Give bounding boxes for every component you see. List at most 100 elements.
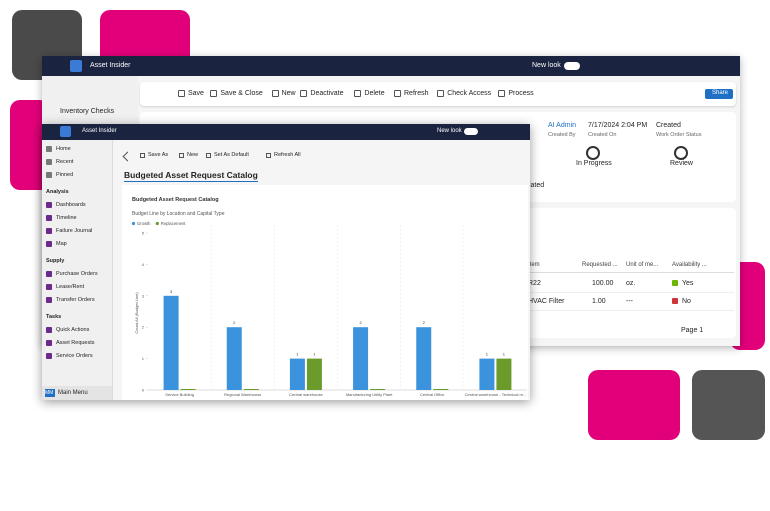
toolbar-button[interactable]: Set As Default (214, 152, 249, 158)
stage-dot[interactable] (674, 146, 688, 160)
cell: Yes (682, 280, 694, 287)
toolbar-button[interactable]: Check Access (447, 90, 492, 97)
nav-icon (46, 172, 52, 178)
nav-item[interactable]: Timeline (56, 215, 77, 221)
app-name: Asset Insider (90, 62, 131, 69)
nav-item[interactable]: Failure Journal (56, 228, 93, 234)
nav-item[interactable]: Recent (56, 159, 74, 165)
related-tab[interactable]: Related (520, 182, 545, 189)
bar (226, 327, 242, 390)
data-label: 2 (233, 320, 236, 325)
toolbar-icon (266, 153, 271, 158)
status-icon (672, 280, 678, 286)
logo (60, 126, 71, 137)
share-button[interactable] (705, 89, 733, 99)
column-header[interactable]: Unit of me... (626, 262, 659, 268)
area-switcher[interactable]: MM Main Menu (42, 386, 112, 400)
nav-icon (46, 327, 52, 333)
data-label: 1 (313, 352, 316, 357)
toolbar-button[interactable]: Refresh (404, 90, 429, 97)
bar (416, 327, 432, 390)
nav-pane: MM Main Menu Home Recent Pinned Analysis Das… (42, 140, 113, 400)
nav-item[interactable]: Pinned (56, 172, 74, 178)
stage-dot[interactable] (586, 146, 600, 160)
new-look: New look (437, 128, 462, 134)
nav-item[interactable]: Dashboards (56, 202, 86, 208)
header-rule (524, 272, 734, 273)
top-bar: Asset Insider New look (42, 124, 530, 140)
nav-item[interactable]: Home (56, 146, 71, 152)
x-tick-label: Central warehouse (289, 392, 323, 397)
command-bar: Save As New Set As Default Refresh All (118, 148, 528, 164)
owner[interactable]: AI Admin (548, 122, 577, 129)
area-name: Main Menu (58, 390, 88, 396)
row-rule (524, 292, 734, 293)
x-tick-label: Central Office (420, 392, 445, 397)
toolbar-icon (210, 90, 218, 97)
toolbar-icon (354, 90, 362, 97)
column-header[interactable]: Item (528, 262, 540, 268)
cell: R22 (528, 280, 541, 287)
nav-icon (46, 284, 52, 290)
data-label: 2 (359, 320, 362, 325)
x-tick-label: Central warehouse - Technical m... (465, 392, 527, 397)
toolbar-icon (178, 90, 185, 97)
column-header[interactable]: Requested ... (582, 262, 618, 268)
nav-section: Analysis (46, 189, 69, 195)
date-label: Created On (588, 132, 617, 138)
bar (243, 389, 259, 390)
nav-icon (46, 159, 52, 165)
data-label: 1 (486, 352, 489, 357)
column-header[interactable]: Availability ... (672, 262, 707, 268)
toolbar-icon (437, 90, 445, 97)
nav-item[interactable]: Quick Actions (56, 327, 90, 333)
nav-item[interactable]: Map (56, 241, 67, 247)
deco-square (588, 370, 680, 440)
bar (433, 389, 449, 390)
x-tick-label: Manufacturing Utility Plant (346, 392, 393, 397)
row-rule (524, 310, 734, 311)
status-icon (672, 298, 678, 304)
toolbar-button[interactable]: Refresh All (274, 152, 301, 158)
nav-icon (46, 202, 52, 208)
y-tick-label: 2 (142, 325, 145, 330)
nav-icon (46, 271, 52, 277)
toolbar-icon (498, 90, 506, 97)
toolbar-button[interactable]: Save & Close (220, 90, 263, 97)
legend-swatch (131, 221, 136, 226)
nav-item[interactable]: Transfer Orders (56, 297, 95, 303)
cell: No (682, 298, 691, 305)
bar (180, 389, 196, 390)
toolbar-button[interactable]: Save As (148, 152, 169, 158)
nav-icon (46, 228, 52, 234)
back-button[interactable] (122, 151, 133, 162)
nav-item[interactable]: Asset Requests (56, 340, 95, 346)
status-label: Work Order Status (656, 132, 702, 138)
nav-item[interactable]: Service Orders (56, 353, 93, 359)
area-badge: MM (45, 390, 54, 396)
nav-item[interactable]: Purchase Orders (56, 271, 98, 277)
new-look: New look (532, 62, 561, 69)
toolbar-button[interactable]: New (187, 152, 199, 158)
toolbar-button[interactable]: Save (188, 90, 204, 97)
command-bar: Share Save Save & Close New Deactivate Delet… (140, 82, 736, 106)
nav-item[interactable]: Lease/Rent (56, 284, 85, 290)
nav-item[interactable]: Inventory Checks (60, 108, 115, 115)
nav-icon (46, 340, 52, 346)
chart-card: Budgeted Asset Request Catalog Budget Li… (122, 185, 528, 400)
toggle[interactable] (464, 128, 478, 135)
toolbar-button[interactable]: New (281, 90, 296, 97)
chart-subtitle: Budget Line by Location and Capital Type (132, 211, 225, 217)
view-name[interactable]: Budgeted Asset Request Catalog (124, 170, 258, 182)
toolbar-button[interactable]: Delete (364, 90, 385, 97)
bar (289, 358, 305, 390)
chart-title: Budgeted Asset Request Catalog (132, 197, 219, 203)
toggle[interactable] (564, 62, 580, 70)
toolbar-button[interactable]: Deactivate (310, 90, 344, 97)
x-tick-label: Regional Warehouse (224, 392, 262, 397)
toolbar-button[interactable]: Process (508, 90, 534, 97)
legend-swatch (155, 221, 159, 226)
nav-icon (46, 353, 52, 359)
toolbar-icon (300, 90, 308, 97)
